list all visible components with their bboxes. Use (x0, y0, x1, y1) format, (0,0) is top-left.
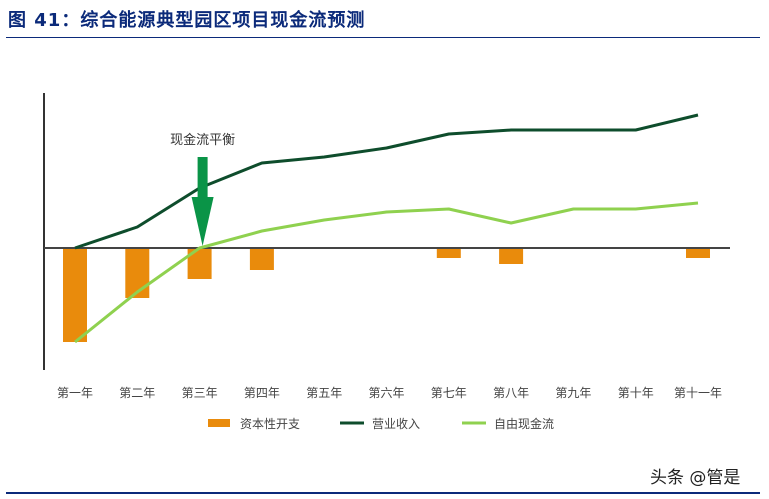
x-tick-label: 第五年 (306, 386, 342, 400)
free-cash-flow-line (74, 201, 699, 344)
footer-divider (6, 492, 760, 494)
x-tick-label: 第八年 (493, 386, 529, 400)
capex-bar (125, 248, 150, 298)
legend-label: 营业收入 (372, 417, 420, 431)
legend-label: 自由现金流 (494, 416, 554, 431)
x-tick-label: 第一年 (57, 386, 93, 400)
x-tick-label: 第十一年 (674, 386, 722, 400)
capex-bar (249, 248, 274, 270)
figure-title: 图 41：综合能源典型园区项目现金流预测 (8, 10, 366, 31)
title-divider (6, 37, 760, 38)
breakeven-arrow-icon (191, 197, 214, 246)
capex-bar (436, 248, 461, 258)
x-tick-label: 第六年 (368, 386, 404, 400)
revenue-line (74, 113, 699, 250)
capex-bar (499, 248, 524, 264)
x-tick-label: 第九年 (555, 386, 591, 400)
capex-bar (63, 248, 87, 342)
legend-swatch-capex (208, 419, 230, 427)
breakeven-arrow-shaft (197, 157, 208, 197)
legend-label: 资本性开支 (240, 417, 300, 431)
x-tick-label: 第四年 (244, 386, 280, 400)
x-tick-label: 第十年 (618, 386, 654, 400)
x-tick-label: 第二年 (119, 386, 155, 400)
x-tick-label: 第七年 (431, 386, 467, 400)
breakeven-annotation: 现金流平衡 (170, 132, 235, 148)
capex-bar (686, 248, 710, 258)
watermark: 头条 @管是 (650, 468, 741, 488)
x-tick-label: 第三年 (182, 386, 218, 400)
